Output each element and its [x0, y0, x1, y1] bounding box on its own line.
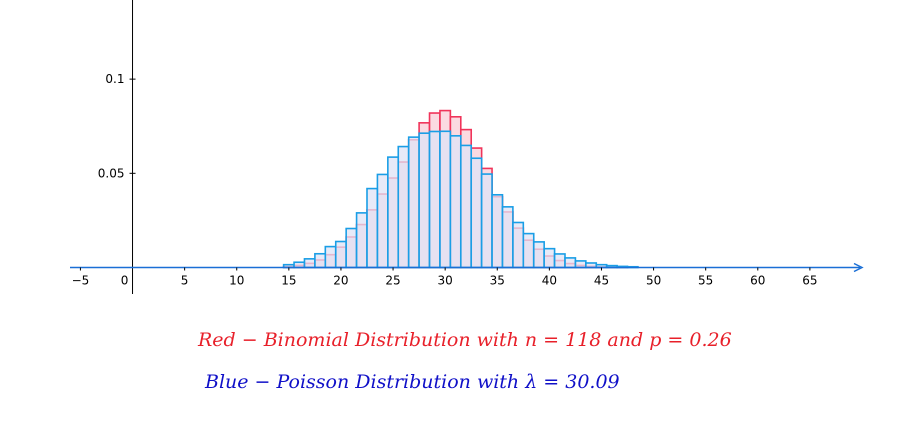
poisson-bar [553, 253, 566, 269]
x-tick-label: 60 [750, 274, 765, 288]
poisson-bar [512, 221, 525, 269]
poisson-caption: Blue − Poisson Distribution with λ = 30.… [205, 371, 620, 393]
x-tick-label: 35 [490, 274, 505, 288]
x-tick-label: 55 [698, 274, 713, 288]
poisson-bar [376, 173, 389, 269]
poisson-bars [282, 130, 639, 269]
x-tick-label: 10 [229, 274, 244, 288]
poisson-bar [449, 135, 462, 269]
poisson-bar [355, 212, 368, 269]
x-tick-label: 40 [542, 274, 557, 288]
poisson-bar [324, 245, 337, 269]
poisson-bar [491, 193, 504, 269]
x-tick-label: 45 [594, 274, 609, 288]
poisson-bar [366, 187, 379, 269]
axes [70, 0, 864, 294]
poisson-bar [428, 130, 441, 269]
tick-labels: −5 0 5 10 15 20 25 30 35 40 45 50 55 60 65 0.05 0.1 [72, 72, 818, 287]
poisson-bar [459, 144, 473, 269]
poisson-bar [532, 241, 545, 269]
poisson-bar [470, 157, 483, 269]
poisson-bar [564, 257, 577, 269]
poisson-bar [303, 258, 316, 269]
poisson-bar [522, 232, 535, 269]
poisson-bar [407, 136, 420, 269]
x-tick-label: 30 [438, 274, 453, 288]
poisson-bar [345, 227, 358, 269]
poisson-bar [574, 260, 587, 269]
x-tick-label: 5 [181, 274, 189, 288]
x-tick-label: 20 [333, 274, 348, 288]
poisson-bar [418, 132, 431, 269]
poisson-bar [501, 206, 514, 269]
x-tick-label: 0 [121, 274, 129, 288]
poisson-bar [293, 261, 306, 269]
poisson-bar [543, 247, 556, 269]
x-tick-label: 65 [802, 274, 817, 288]
poisson-bar [387, 156, 400, 269]
y-tick-label: 0.05 [98, 166, 125, 180]
x-tick-label: 25 [385, 274, 400, 288]
x-axis-arrow-icon [853, 262, 864, 273]
poisson-bar [314, 252, 327, 269]
poisson-bar [439, 130, 452, 269]
y-tick-label: 0.1 [105, 72, 124, 86]
x-tick-label: 50 [646, 274, 661, 288]
x-tick-label: −5 [72, 274, 90, 288]
poisson-bar [480, 173, 493, 269]
x-tick-label: 15 [281, 274, 296, 288]
poisson-bar [397, 145, 410, 269]
poisson-bar [334, 240, 347, 269]
binomial-caption: Red − Binomial Distribution with n = 118… [198, 329, 732, 351]
